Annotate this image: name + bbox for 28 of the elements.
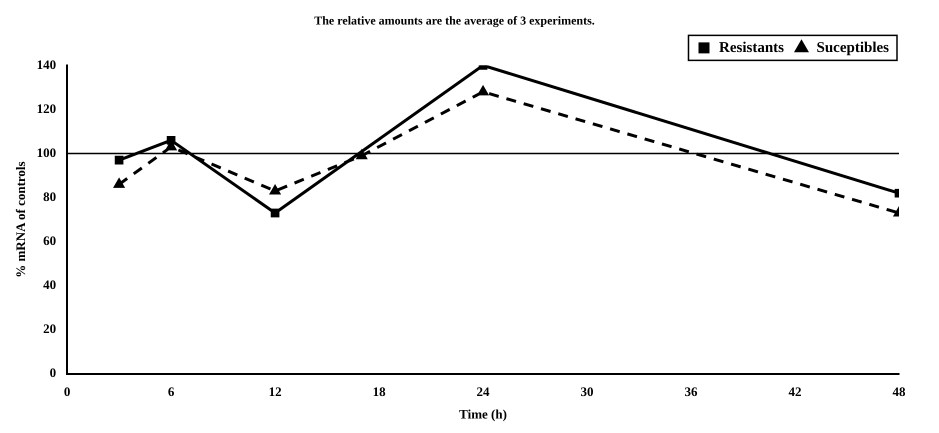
point <box>166 136 176 145</box>
y-axis-title: % mRNA of controls <box>13 161 28 278</box>
point <box>114 178 124 188</box>
point <box>478 86 488 96</box>
x-axis-title: Time (h) <box>459 406 507 422</box>
point <box>114 156 124 164</box>
legend-label: Resistants <box>718 40 784 56</box>
y-tick-label: 80 <box>43 188 56 204</box>
x-tick-label: 36 <box>684 384 698 399</box>
x-tick-label: 30 <box>580 384 594 399</box>
chart-title: The relative amounts are the average of 3 experiments. <box>314 13 595 28</box>
y-tick-label: 20 <box>43 321 56 336</box>
y-tick-label: 100 <box>36 144 56 160</box>
legend-label: Suceptibles <box>816 40 890 56</box>
point <box>270 208 280 218</box>
x-tick-label: 42 <box>788 384 802 399</box>
x-tick-label: 18 <box>372 384 386 399</box>
y-tick-label: 60 <box>43 232 56 248</box>
y-tick-label: 0 <box>50 365 56 380</box>
y-tick-label: 120 <box>36 100 56 116</box>
x-tick-label: 24 <box>476 384 490 399</box>
x-tick-label: 12 <box>268 384 282 399</box>
y-tick-label: 40 <box>43 277 56 292</box>
x-tick-label: 0 <box>64 384 70 399</box>
y-tick-label: 140 <box>36 56 56 72</box>
point <box>270 185 280 194</box>
x-tick-label: 6 <box>168 384 175 399</box>
x-tick-label: 48 <box>892 384 906 399</box>
